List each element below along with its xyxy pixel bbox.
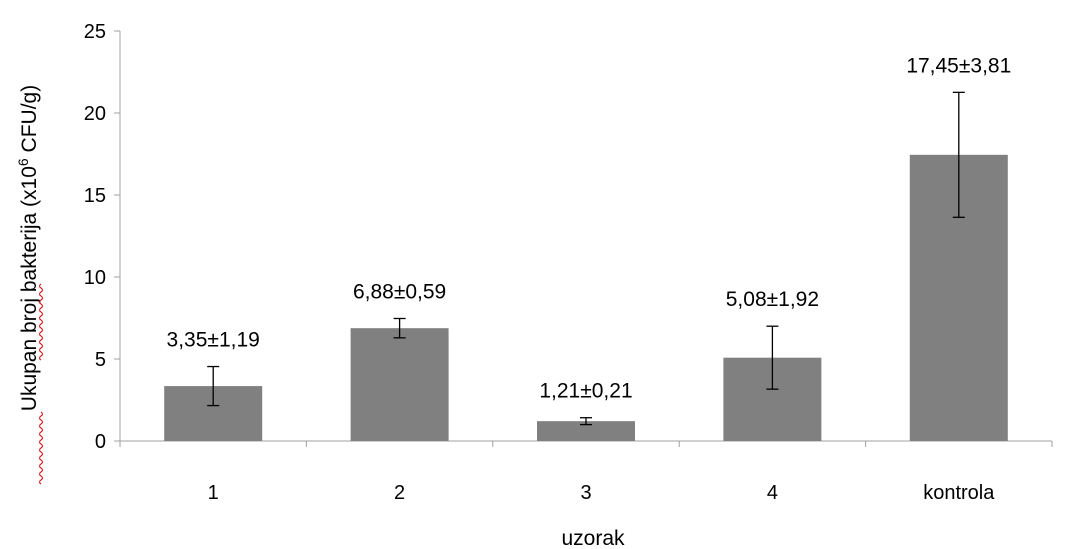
x-tick-label: 1: [208, 482, 219, 504]
data-label: 6,88±0,59: [353, 280, 446, 303]
y-tick-label: 20: [84, 103, 106, 125]
y-tick-label: 10: [84, 267, 106, 289]
y-axis-title-superscript: 6: [15, 158, 31, 166]
spellcheck-underline-icon: [38, 411, 44, 485]
data-label: 5,08±1,92: [726, 288, 819, 311]
x-tick-label: 2: [394, 482, 405, 504]
y-axis-title: Ukupan broj bakterija (x106 CFU/g): [15, 85, 44, 485]
x-tick-label: 4: [767, 482, 778, 504]
spellcheck-underline-icon: [38, 283, 44, 361]
y-axis-title-main: Ukupan broj bakterija (x10: [18, 166, 41, 411]
x-tick-label: 3: [580, 482, 591, 504]
y-tick-label: 25: [84, 21, 106, 43]
bar: [350, 328, 449, 441]
y-tick-label: 0: [95, 431, 106, 453]
y-tick-label: 5: [95, 349, 106, 371]
y-axis-title-end: CFU/g): [18, 85, 41, 159]
y-tick-label: 15: [84, 185, 106, 207]
x-tick-label: kontrola: [923, 482, 995, 504]
x-axis-title: uzorak: [561, 527, 625, 549]
data-label: 17,45±3,81: [906, 54, 1011, 77]
svg-text:Ukupan broj bakterija (x106 CF: Ukupan broj bakterija (x106 CFU/g): [15, 85, 41, 411]
data-label: 1,21±0,21: [539, 380, 632, 403]
plot-area: 0 5 10 15 20 25 3,35±1,19 1 6,88±0,59 2 1,21±0,21 3…: [84, 21, 1053, 504]
data-label: 3,35±1,19: [167, 329, 260, 352]
bar: [537, 421, 635, 441]
